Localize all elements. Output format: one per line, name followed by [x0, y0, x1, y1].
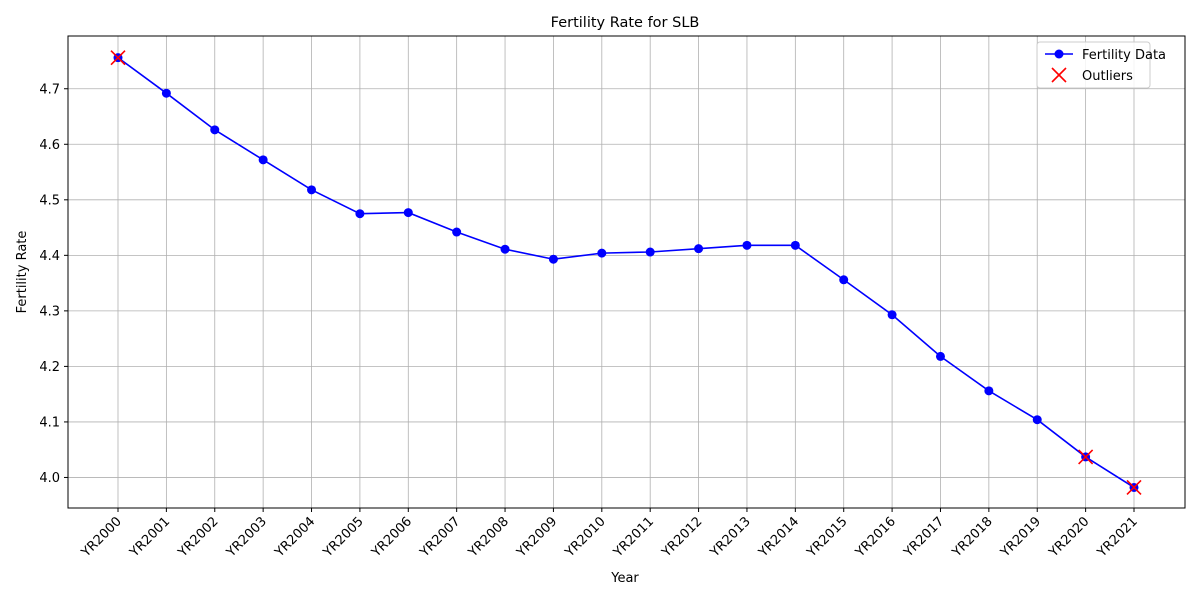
outlier-stroke: [1078, 449, 1094, 465]
x-tick-label: YR2003: [223, 514, 270, 561]
data-point: [258, 155, 268, 165]
series-line-fertility-data: [117, 57, 1135, 489]
grid: [68, 36, 1185, 508]
outlier-marker: [110, 50, 126, 66]
outlier-marker: [1078, 449, 1094, 465]
x-axis-label: Year: [610, 571, 639, 586]
data-point: [403, 208, 413, 218]
outlier-markers: [110, 50, 1142, 496]
data-point: [984, 386, 994, 396]
data-point: [161, 88, 171, 98]
x-tick-label: YR2018: [949, 514, 996, 561]
x-tick-label: YR2006: [368, 514, 415, 561]
outlier-marker: [1126, 479, 1142, 496]
legend: Fertility Data Outliers: [1036, 41, 1166, 89]
data-point: [839, 275, 849, 285]
data-point: [645, 247, 655, 257]
x-tick-label: YR2002: [175, 514, 222, 561]
y-tick-label: 4.0: [39, 471, 60, 486]
data-point: [500, 244, 510, 254]
legend-label-outliers: Outliers: [1082, 69, 1133, 84]
series-lines: [117, 57, 1135, 489]
y-tick-label: 4.1: [39, 415, 60, 430]
x-tick-label: YR2014: [755, 514, 802, 561]
legend-label-fertility-data: Fertility Data: [1082, 48, 1166, 63]
y-tick-label: 4.7: [39, 82, 60, 97]
x-tick-label: YR2009: [514, 514, 561, 561]
x-tick-label: YR2019: [997, 514, 1044, 561]
data-point: [548, 254, 558, 264]
data-point: [887, 310, 897, 320]
y-tick-label: 4.4: [39, 249, 60, 264]
data-point: [452, 227, 462, 237]
y-tick-label: 4.5: [39, 193, 60, 208]
data-point: [307, 185, 317, 195]
outlier-stroke: [110, 50, 126, 66]
data-point: [597, 248, 607, 258]
chart-title: Fertility Rate for SLB: [551, 15, 700, 31]
x-tick-label: YR2007: [417, 514, 464, 561]
y-tick-label: 4.6: [39, 138, 60, 153]
x-tick-label: YR2004: [272, 514, 319, 561]
y-axis-label: Fertility Rate: [15, 231, 30, 314]
data-point: [694, 244, 704, 254]
x-tick-label: YR2005: [320, 514, 367, 561]
series-points: [113, 53, 1139, 492]
legend-x-marker: [1051, 67, 1067, 83]
data-point: [790, 240, 800, 250]
plot-frame: [67, 35, 1186, 509]
x-tick-label: YR2008: [465, 514, 512, 561]
x-tick-label: YR2015: [804, 514, 851, 561]
x-tick-label: YR2000: [78, 514, 125, 561]
data-point: [1032, 415, 1042, 425]
x-tick-label: YR2020: [1046, 514, 1093, 561]
data-point: [210, 125, 220, 135]
y-tick-label: 4.2: [39, 360, 60, 375]
x-tick-label: YR2001: [126, 514, 173, 561]
x-tick-label: YR2010: [562, 514, 609, 561]
data-point: [742, 240, 752, 250]
x-tick-label: YR2011: [610, 514, 657, 561]
x-tick-label: YR2021: [1094, 514, 1141, 561]
y-tick-label: 4.3: [39, 304, 60, 319]
x-tick-label: YR2016: [852, 514, 899, 561]
data-point: [935, 351, 945, 361]
legend-circle-marker: [1054, 49, 1064, 59]
x-tick-label: YR2012: [659, 514, 706, 561]
data-point: [355, 209, 365, 219]
x-tick-label: YR2017: [901, 514, 948, 561]
outlier-stroke: [1126, 479, 1142, 496]
x-tick-label: YR2013: [707, 514, 754, 561]
